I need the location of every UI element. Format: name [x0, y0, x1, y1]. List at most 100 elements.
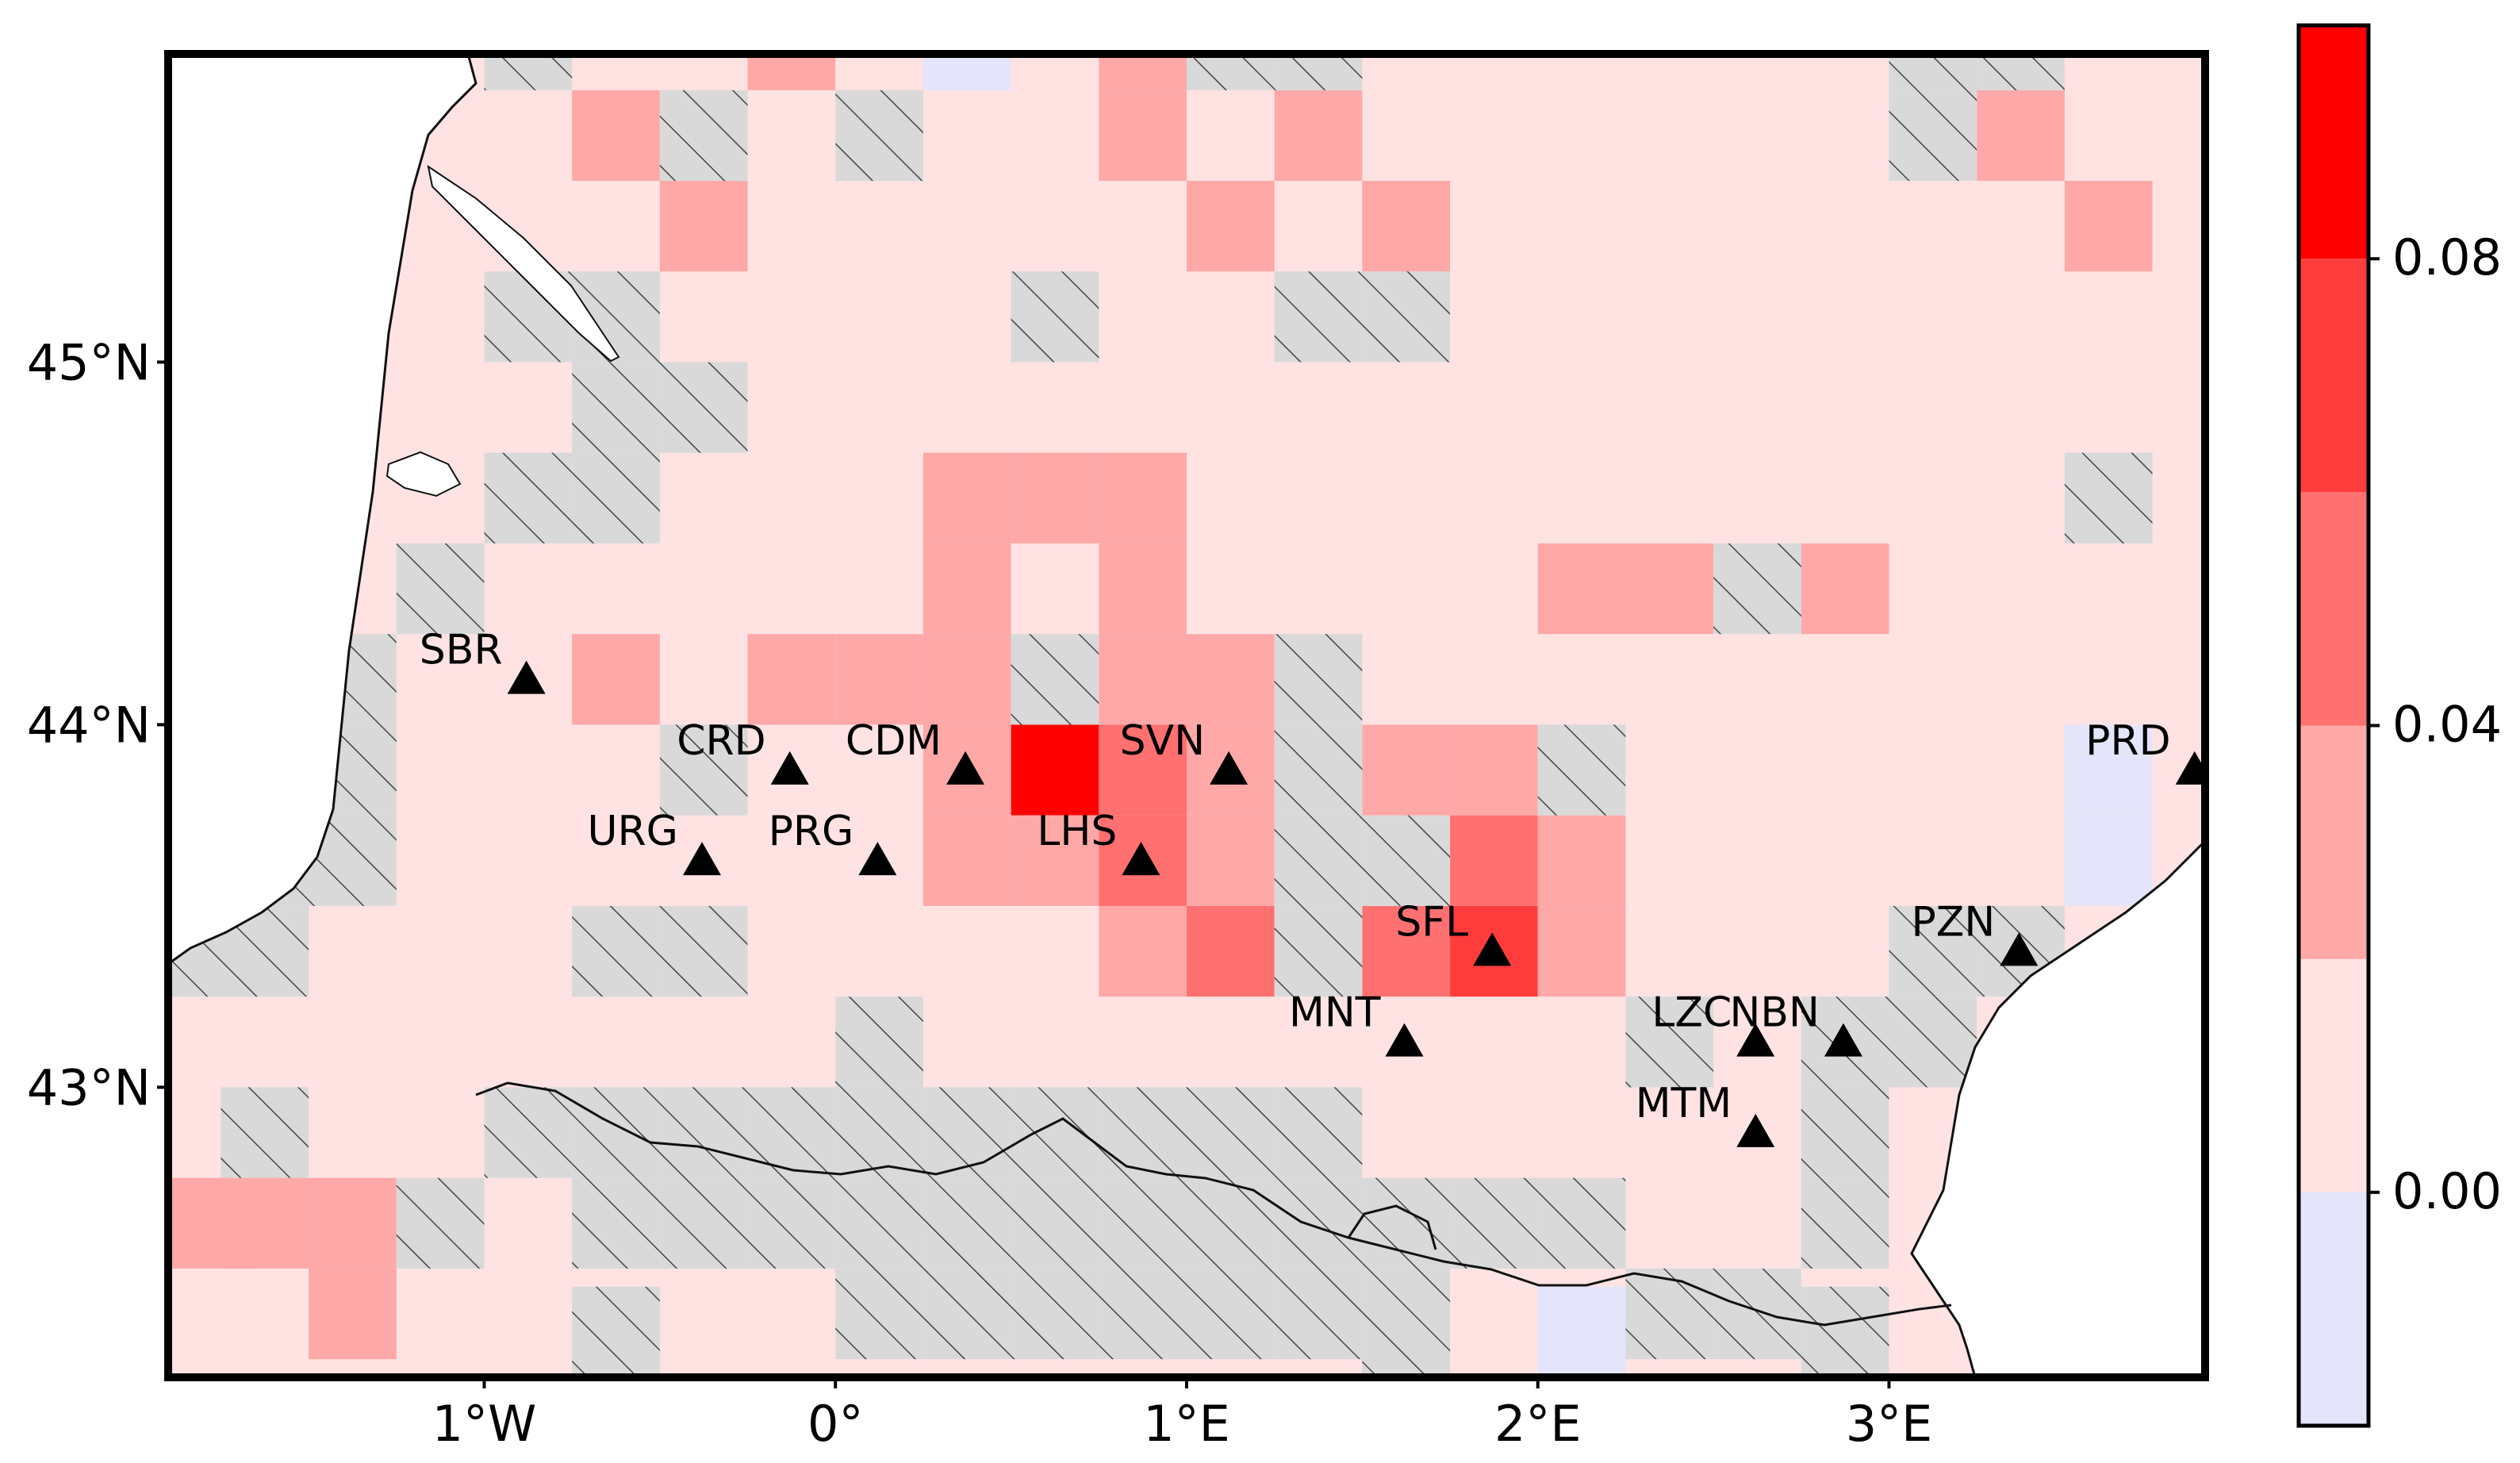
hatched-cell	[1011, 271, 1099, 363]
heat-cell	[1362, 180, 1451, 272]
hatched-cell	[1274, 271, 1363, 363]
hatched-cell	[1713, 1268, 1801, 1360]
x-tick-label: 1°W	[432, 1395, 537, 1453]
heat-cell	[1099, 90, 1187, 181]
heat-cell	[747, 54, 836, 90]
hatched-cell	[835, 1177, 923, 1269]
station-label-pzn: PZN	[1911, 898, 1995, 946]
y-tick-label: 44°N	[27, 696, 151, 754]
station-label-mnt: MNT	[1289, 989, 1381, 1037]
hatched-cell	[1801, 1087, 1889, 1178]
heat-cell	[1187, 905, 1275, 997]
station-marker-pzn	[2000, 932, 2039, 966]
heat-cell	[1099, 905, 1187, 997]
colorbar: 0.00 0.04 0.08	[2296, 23, 2502, 1428]
hatched-cell	[922, 1177, 1011, 1269]
atlantic-ocean	[168, 54, 478, 966]
heat-cell	[309, 1177, 397, 1269]
heat-cell	[922, 452, 1011, 543]
heat-cell	[1099, 452, 1187, 543]
hatched-cell	[1099, 1177, 1187, 1269]
heat-cell	[2064, 815, 2153, 906]
hatched-cell	[1274, 905, 1363, 997]
station-label-svn: SVN	[1120, 717, 1205, 765]
heat-cell	[1537, 543, 1626, 635]
hatched-cell	[1889, 90, 1977, 181]
station-marker-sfl	[1473, 932, 1512, 966]
heat-cell	[1537, 905, 1626, 997]
hatched-cell	[1362, 815, 1451, 906]
station-label-prg: PRG	[769, 808, 854, 855]
heat-cell	[922, 543, 1011, 635]
y-tick-label: 45°N	[27, 333, 151, 391]
station-label-lhs: LHS	[1037, 808, 1117, 855]
hatched-cell	[1625, 996, 1714, 1088]
station-label-cdm: CDM	[846, 717, 942, 765]
y-axis-ticks: 43°N 44°N 45°N	[27, 333, 168, 1116]
colorbar-segment	[2299, 492, 2368, 726]
heat-cell	[835, 634, 923, 725]
heat-cell	[1625, 543, 1714, 635]
hatched-cell	[2064, 452, 2153, 543]
hatched-cell	[1274, 54, 1363, 90]
arcachon-bay	[385, 451, 462, 497]
x-tick-label: 3°E	[1846, 1395, 1933, 1453]
mediterranean-sea	[1910, 839, 2205, 1377]
hatched-cell	[1362, 271, 1451, 363]
station-marker-mnt	[1385, 1023, 1424, 1057]
hatched-cell	[1625, 1268, 1714, 1360]
hatched-cell	[659, 905, 748, 997]
station-label-lzc: LZC	[1651, 989, 1732, 1037]
hatched-cell	[1801, 1177, 1889, 1269]
hatched-cell	[484, 452, 573, 543]
heat-cell	[747, 634, 836, 725]
hatched-cell	[572, 1177, 660, 1269]
station-marker-lhs	[1122, 842, 1160, 876]
gironde-estuary	[427, 164, 620, 363]
hatched-cell	[1362, 1286, 1451, 1377]
heat-cell	[1187, 634, 1275, 725]
hatched-cell	[1274, 634, 1363, 725]
heat-cell	[1362, 724, 1451, 816]
hatched-cell	[1011, 1268, 1099, 1360]
colorbar-tick-label: 0.00	[2392, 1162, 2502, 1220]
hatched-cell	[396, 543, 485, 635]
station-marker-urg	[682, 842, 721, 876]
hatched-cell	[484, 54, 573, 90]
hatched-cell	[572, 905, 660, 997]
hatched-cell	[1537, 724, 1626, 816]
hatched-cell	[572, 1286, 660, 1377]
hatched-cell	[1274, 1268, 1363, 1360]
heat-cell	[1362, 905, 1451, 997]
heat-cell	[1187, 815, 1275, 906]
station-label-prd: PRD	[2085, 717, 2171, 765]
heat-cell	[922, 634, 1011, 725]
hatched-cell	[1011, 1087, 1099, 1178]
hatched-cell	[835, 996, 923, 1088]
hatched-cell	[1011, 1177, 1099, 1269]
hatched-cell	[1099, 1087, 1187, 1178]
hatched-cell	[1977, 54, 2065, 90]
heat-cell	[1537, 1286, 1626, 1377]
station-label-sbr: SBR	[420, 627, 503, 674]
colorbar-segment	[2299, 725, 2368, 959]
colorbar-tick-label: 0.08	[2392, 228, 2502, 286]
hatched-cell	[1274, 815, 1363, 906]
hatched-cell	[1099, 1268, 1187, 1360]
heat-cell	[2064, 180, 2153, 272]
hatched-cell	[747, 1087, 836, 1178]
hatched-cell	[1889, 996, 1977, 1088]
hatched-cell	[835, 90, 923, 181]
hatched-cell	[659, 1087, 748, 1178]
heat-cell	[659, 180, 748, 272]
hatched-cell	[221, 1087, 309, 1178]
hatched-cell	[396, 1177, 485, 1269]
hatched-cell	[484, 1087, 573, 1178]
hatched-cell	[1889, 905, 1977, 997]
heat-cell	[1011, 724, 1099, 816]
x-axis-ticks: 1°W 0° 1°E 2°E 3°E	[432, 1377, 1933, 1453]
heat-cell	[572, 634, 660, 725]
heat-cell	[1099, 54, 1187, 90]
heat-cell	[309, 1268, 397, 1360]
